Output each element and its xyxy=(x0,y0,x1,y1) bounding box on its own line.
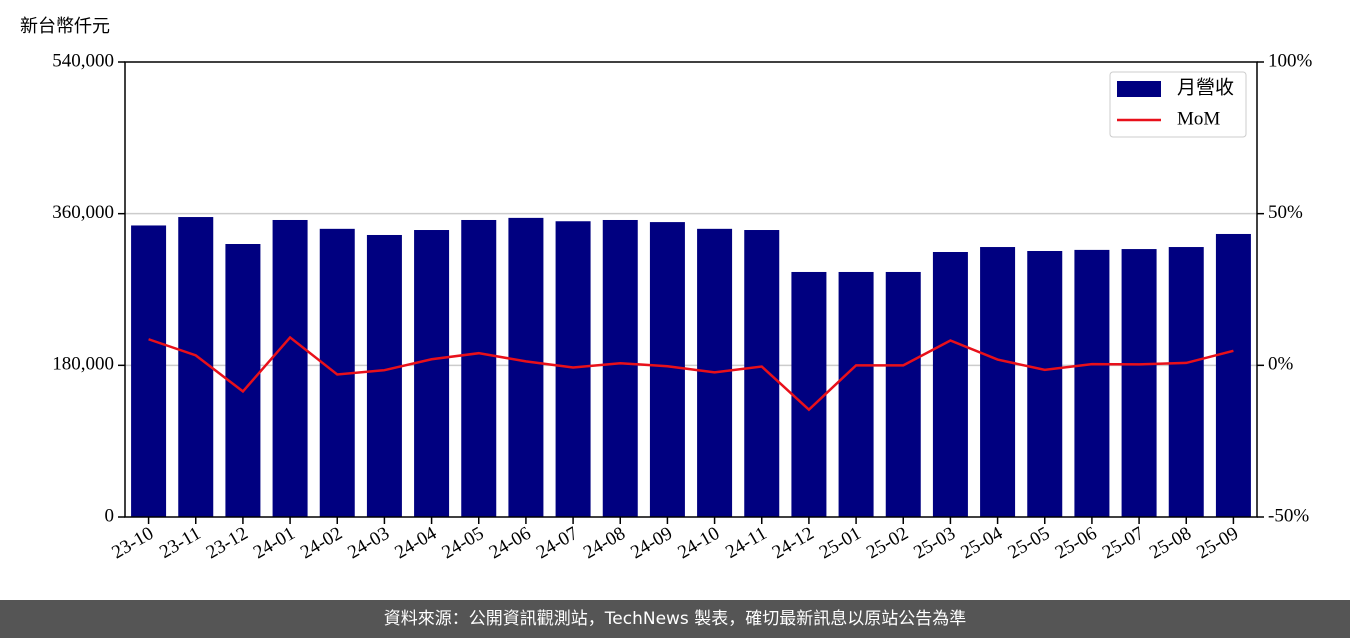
x-tick-label: 24-08 xyxy=(580,523,629,563)
bar xyxy=(1074,249,1110,518)
bar xyxy=(555,221,591,517)
x-tick-label: 25-06 xyxy=(1052,523,1101,563)
x-tick-label: 24-10 xyxy=(674,523,723,563)
y2-tick-label: 0% xyxy=(1268,354,1294,375)
x-tick-label: 25-02 xyxy=(863,523,912,563)
legend-label: 月營收 xyxy=(1177,76,1234,98)
bar xyxy=(131,225,167,518)
x-tick-label: 24-05 xyxy=(439,523,488,563)
x-tick-label: 25-09 xyxy=(1193,523,1242,563)
legend-label: MoM xyxy=(1177,108,1220,129)
x-tick-label: 25-05 xyxy=(1005,523,1054,563)
y-tick-label: 0 xyxy=(105,505,115,526)
x-tick-label: 25-07 xyxy=(1099,523,1148,563)
line xyxy=(148,335,1234,412)
x-tick-label: 25-08 xyxy=(1146,523,1195,563)
bar xyxy=(1121,249,1157,518)
x-tick-label: 24-09 xyxy=(627,523,676,563)
y-axis-label: 新台幣仟元 xyxy=(20,16,110,37)
bar xyxy=(932,252,968,517)
footer-bar xyxy=(0,600,1350,638)
bar xyxy=(272,219,308,517)
bar xyxy=(178,217,214,517)
x-tick-label: 23-10 xyxy=(108,523,157,563)
bar xyxy=(602,219,638,517)
bar xyxy=(414,230,450,517)
bar xyxy=(461,219,497,517)
bar xyxy=(649,222,685,517)
bar xyxy=(980,247,1016,518)
x-tick-label: 24-07 xyxy=(533,523,582,563)
x-tick-label: 23-11 xyxy=(156,523,204,563)
plot-frame xyxy=(124,61,1258,518)
bar xyxy=(508,217,544,517)
x-tick-label: 25-04 xyxy=(957,523,1006,564)
x-tick-label: 25-01 xyxy=(816,523,865,563)
x-tick-label: 24-06 xyxy=(486,523,535,563)
bar xyxy=(1168,247,1204,518)
x-tick-label: 24-04 xyxy=(391,523,440,564)
x-tick-label: 24-02 xyxy=(297,523,346,563)
bar xyxy=(366,234,402,517)
x-tick-label: 24-01 xyxy=(250,523,299,563)
x-tick-label: 24-11 xyxy=(722,523,770,563)
bar xyxy=(838,271,874,517)
bar xyxy=(885,271,921,517)
legend-swatch xyxy=(1117,81,1161,97)
bar xyxy=(791,271,827,517)
bar xyxy=(744,230,780,517)
x-tick-label: 24-03 xyxy=(344,523,393,563)
x-tick-label: 23-12 xyxy=(203,523,252,563)
y2-tick-label: -50% xyxy=(1268,505,1309,526)
y2-tick-label: 100% xyxy=(1268,50,1313,71)
y-tick-label: 360,000 xyxy=(52,202,114,223)
x-tick-label: 24-12 xyxy=(769,523,818,563)
x-tick-label: 25-03 xyxy=(910,523,959,563)
y-tick-label: 540,000 xyxy=(52,50,114,71)
y2-tick-label: 50% xyxy=(1268,202,1303,223)
y-tick-label: 180,000 xyxy=(52,354,114,375)
bar xyxy=(1027,250,1063,517)
bar xyxy=(225,244,261,517)
bar xyxy=(1215,233,1251,517)
footer: 資料來源：公開資訊觀測站，TechNews 製表，確切最新訊息以原站公告為準 xyxy=(384,609,966,629)
